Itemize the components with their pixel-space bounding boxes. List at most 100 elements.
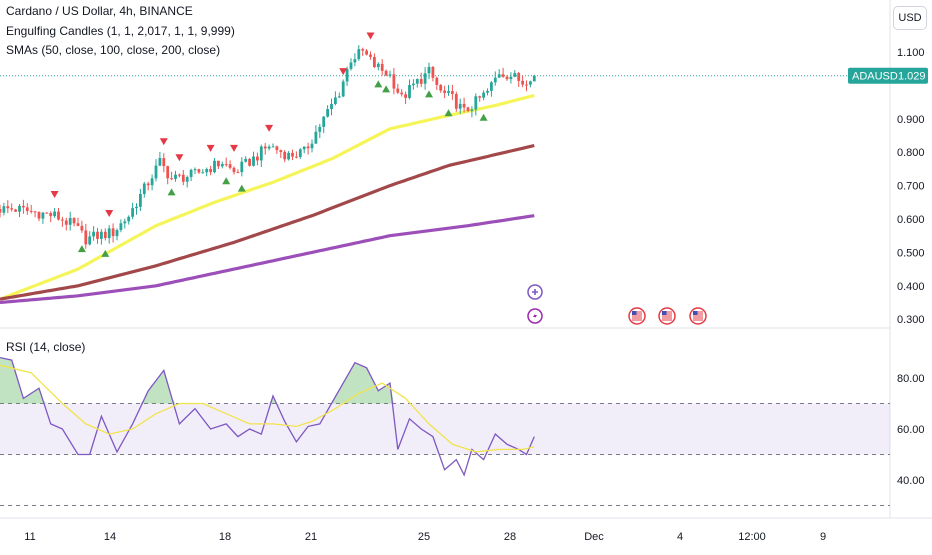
candle-up <box>427 66 431 74</box>
plus-circle-icon[interactable] <box>527 284 543 300</box>
candle-up <box>174 174 177 179</box>
sma-legend[interactable]: SMAs (50, close, 100, close, 200, close) <box>6 43 221 57</box>
price-tick-label: 0.600 <box>897 214 925 226</box>
candle-up <box>139 193 142 207</box>
bullish-engulfing-marker <box>222 177 231 185</box>
candle-up <box>259 146 263 161</box>
time-tick-label: 28 <box>504 531 516 543</box>
candle-up <box>193 169 197 171</box>
candle-up <box>529 81 532 85</box>
currency-button[interactable]: USD <box>893 6 927 30</box>
candle-up <box>100 231 103 239</box>
bearish-engulfing-marker <box>175 154 184 162</box>
candle-up <box>334 97 337 105</box>
candle-down <box>217 160 220 167</box>
rsi-overbought-fill <box>0 357 535 404</box>
candle-up <box>482 92 485 98</box>
candle-down <box>306 146 310 149</box>
bullish-engulfing-marker <box>77 245 86 253</box>
price-tick-label: 0.400 <box>897 281 925 293</box>
candle-up <box>493 77 497 83</box>
candle-down <box>76 223 80 226</box>
candle-up <box>298 149 302 157</box>
sma-100-line <box>0 143 535 301</box>
rsi-band-fill <box>0 403 890 455</box>
candle-up <box>376 63 380 68</box>
candle-down <box>146 183 150 186</box>
price-label-bg <box>848 67 928 84</box>
flash-circle-icon[interactable] <box>527 308 543 324</box>
candle-down <box>80 225 84 231</box>
candle-down <box>419 79 423 84</box>
us-flag-icon[interactable] <box>689 307 707 325</box>
candle-down <box>451 91 454 94</box>
candle-up <box>509 76 513 80</box>
rsi-legend[interactable]: RSI (14, close) <box>6 340 86 354</box>
candle-down <box>466 107 470 111</box>
candle-up <box>252 156 255 166</box>
price-tick-label: 0.800 <box>897 147 925 159</box>
candle-down <box>396 88 400 93</box>
candle-up <box>353 59 357 63</box>
candle-down <box>501 74 505 77</box>
rsi-tick-label: 80.00 <box>897 373 925 385</box>
bearish-engulfing-marker <box>265 124 274 132</box>
rsi-ma-line <box>0 364 535 453</box>
us-flag-icon[interactable] <box>628 307 646 325</box>
candle-up <box>322 116 326 127</box>
candle-up <box>415 79 419 84</box>
candle-down <box>224 164 228 166</box>
candle-down <box>439 84 443 91</box>
candle-down <box>295 156 298 158</box>
flag-canton <box>662 311 667 315</box>
rsi-line <box>0 356 535 477</box>
candle-up <box>154 165 158 179</box>
candle-down <box>283 151 287 160</box>
candle-down <box>57 211 60 220</box>
candle-down <box>380 63 384 71</box>
candle-up <box>189 169 193 178</box>
icon-layer[interactable] <box>527 284 707 325</box>
symbol-legend[interactable]: Cardano / US Dollar, 4h, BINANCE <box>6 4 193 18</box>
candle-up <box>185 177 189 182</box>
candle-down <box>236 172 240 174</box>
candle-up <box>310 143 314 149</box>
candle-up <box>2 206 6 213</box>
candle-up <box>326 109 329 117</box>
candle-up <box>302 146 306 150</box>
engulfing-legend[interactable]: Engulfing Candles (1, 1, 2,017, 1, 1, 9,… <box>6 24 235 38</box>
candle-up <box>458 103 462 109</box>
bullish-engulfing-marker <box>425 90 433 98</box>
candle-down <box>369 54 372 57</box>
candle-up <box>532 75 536 82</box>
candle-up <box>131 208 134 217</box>
time-tick-label: 4 <box>677 531 683 543</box>
bullish-engulfing-marker <box>479 113 488 121</box>
bullish-engulfing-marker <box>167 188 176 196</box>
candle-down <box>166 166 170 179</box>
candle-up <box>18 205 21 212</box>
candle-down <box>37 212 41 219</box>
sma-layer <box>0 75 890 305</box>
candle-up <box>474 96 478 110</box>
candle-up <box>92 231 95 237</box>
bullish-engulfing-marker <box>382 85 391 93</box>
price-label-value: 1.029 <box>898 71 926 83</box>
candle-up <box>53 211 56 217</box>
candle-down <box>29 210 33 212</box>
bearish-engulfing-marker <box>366 32 375 40</box>
us-flag-icon[interactable] <box>658 307 676 325</box>
rsi-tick-label: 60.00 <box>897 424 925 436</box>
candle-up <box>497 74 501 78</box>
candle-up <box>158 158 162 166</box>
candle-up <box>388 74 392 76</box>
candle-down <box>256 156 259 161</box>
bullish-engulfing-marker <box>237 184 246 192</box>
candle-up <box>345 68 349 82</box>
candle-down <box>25 207 29 211</box>
time-tick-label: 25 <box>418 531 430 543</box>
candle-down <box>279 150 283 152</box>
price-tick-label: 0.900 <box>897 114 925 126</box>
